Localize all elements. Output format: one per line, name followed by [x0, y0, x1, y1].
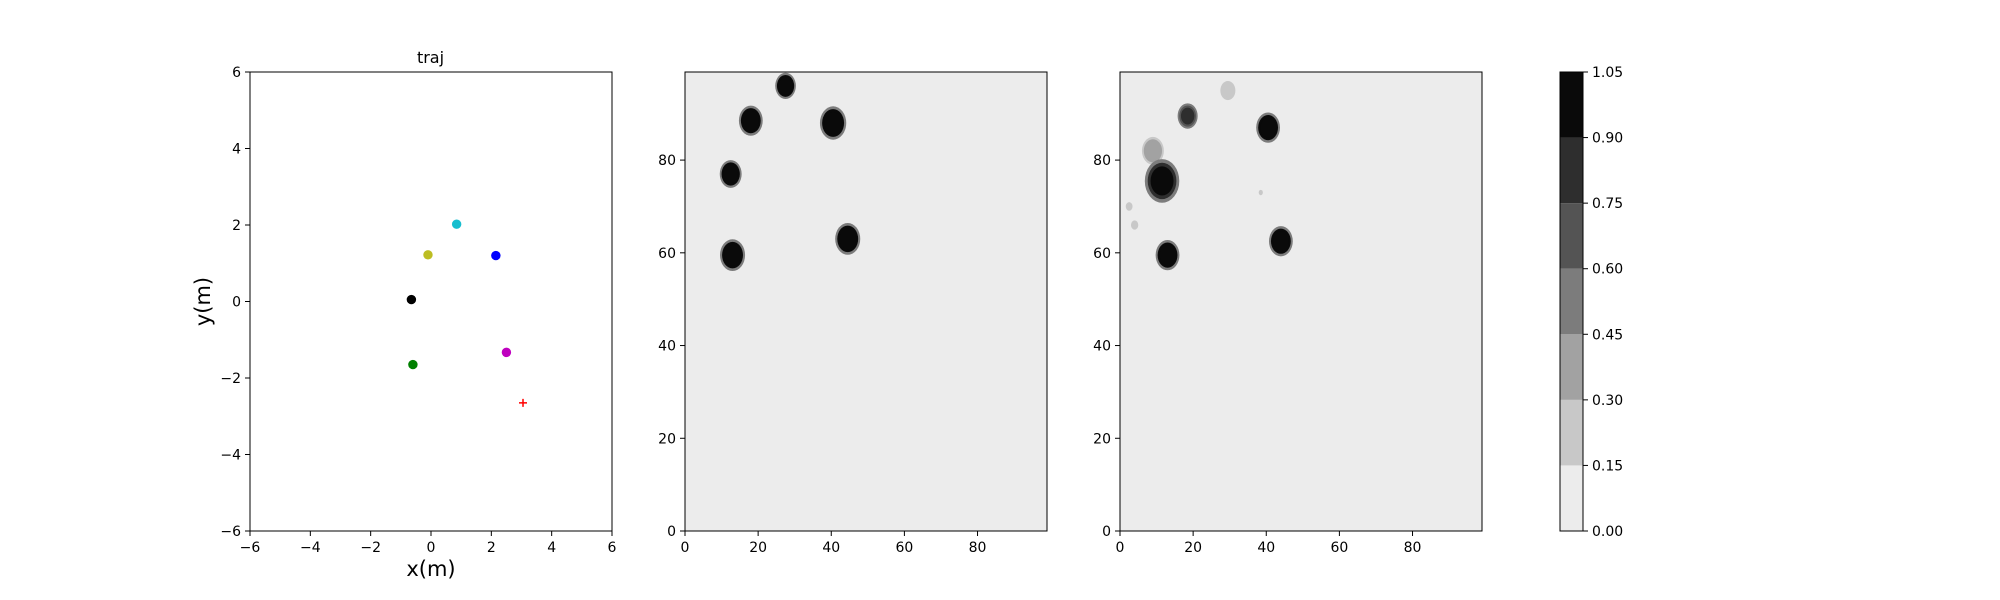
map-background	[685, 72, 1047, 531]
estimate-blob	[1256, 112, 1281, 143]
map-ytick-label: 0	[667, 524, 676, 540]
estimate-ytick-label: 80	[1093, 153, 1111, 169]
traj-point	[501, 347, 512, 358]
estimate-blob	[1258, 189, 1263, 196]
traj-ytick-label: −2	[220, 371, 241, 387]
traj-xtick-label: −2	[360, 540, 381, 556]
map-blob	[738, 105, 763, 136]
map-blob	[775, 72, 796, 100]
traj-title: traj	[417, 48, 444, 67]
colorbar-bands	[1560, 72, 1583, 531]
map-frame	[684, 71, 1048, 532]
map-blob	[719, 160, 742, 188]
estimate-xtick-label: 80	[1404, 540, 1422, 556]
colorbar-tick-label: 0.00	[1592, 524, 1623, 540]
traj-point	[451, 219, 462, 229]
traj-point	[423, 250, 433, 260]
estimate-blob	[1177, 103, 1198, 129]
traj-xtick-label: 6	[608, 540, 617, 556]
estimate-panel: 0 20 40 60 80 0 20 40 60 80	[1093, 71, 1483, 556]
colorbar-frame	[1559, 71, 1584, 532]
traj-ytick-label: 6	[232, 65, 241, 81]
traj-ytick-label: 4	[232, 142, 241, 158]
traj-panel: traj −6 −4 −2 0 2 4 6 −6 −4 −2 0 2 4 6 x(m) y(m)	[191, 48, 617, 581]
colorbar-band	[1560, 72, 1583, 138]
estimate-background	[1120, 72, 1482, 531]
map-blob	[719, 239, 746, 272]
estimate-blob	[1155, 240, 1180, 271]
map-xtick-label: 60	[895, 540, 913, 556]
map-blob	[835, 223, 861, 255]
estimate-blob	[1141, 136, 1164, 165]
map-xtick-label: 20	[749, 540, 767, 556]
map-blob	[819, 106, 847, 140]
traj-xtick-label: 4	[547, 540, 556, 556]
colorbar-tick-label: 1.05	[1592, 65, 1623, 81]
colorbar: 0.00 0.15 0.30 0.45 0.60 0.75 0.90 1.05	[1559, 65, 1623, 540]
traj-points	[406, 219, 528, 407]
traj-xtick-label: −4	[300, 540, 321, 556]
map-blobs	[719, 72, 861, 272]
map-xtick-label: 40	[822, 540, 840, 556]
colorbar-band	[1560, 334, 1583, 400]
estimate-yticks: 0 20 40 60 80	[1093, 153, 1120, 540]
traj-point	[408, 359, 418, 370]
traj-xticks: −6 −4 −2 0 2 4 6	[240, 531, 617, 556]
traj-goal-marker	[519, 398, 528, 407]
estimate-frame	[1119, 71, 1483, 532]
traj-xlabel: x(m)	[406, 557, 455, 581]
colorbar-band	[1560, 465, 1583, 531]
estimate-blob	[1268, 226, 1293, 257]
map-ytick-label: 80	[658, 153, 676, 169]
estimate-xticks: 0 20 40 60 80	[1116, 531, 1422, 556]
map-xtick-label: 80	[969, 540, 987, 556]
traj-ylabel: y(m)	[191, 277, 215, 326]
map-yticks: 0 20 40 60 80	[658, 153, 685, 540]
estimate-blobs	[1125, 81, 1293, 271]
map-ytick-label: 60	[658, 246, 676, 262]
estimate-ytick-label: 20	[1093, 431, 1111, 447]
colorbar-tick-label: 0.90	[1592, 131, 1623, 147]
colorbar-tick-label: 0.60	[1592, 262, 1623, 278]
estimate-blob	[1144, 159, 1180, 203]
estimate-blob	[1125, 202, 1133, 211]
traj-yticks: −6 −4 −2 0 2 4 6	[220, 65, 250, 540]
colorbar-band	[1560, 399, 1583, 466]
colorbar-tick-label: 0.45	[1592, 327, 1623, 343]
colorbar-band	[1560, 203, 1583, 269]
estimate-ytick-label: 40	[1093, 339, 1111, 355]
map-ytick-label: 40	[658, 339, 676, 355]
traj-frame	[249, 71, 613, 532]
colorbar-band	[1560, 137, 1583, 204]
colorbar-ticks: 0.00 0.15 0.30 0.45 0.60 0.75 0.90 1.05	[1583, 65, 1623, 540]
map-ytick-label: 20	[658, 431, 676, 447]
estimate-ytick-label: 0	[1102, 524, 1111, 540]
estimate-blob	[1130, 220, 1139, 230]
estimate-xtick-label: 40	[1257, 540, 1275, 556]
traj-point	[491, 250, 501, 261]
traj-point	[406, 294, 417, 305]
map-xticks: 0 20 40 60 80	[681, 531, 987, 556]
traj-xtick-label: −6	[240, 540, 261, 556]
traj-ytick-label: 2	[232, 218, 241, 234]
traj-xtick-label: 0	[427, 540, 436, 556]
estimate-xtick-label: 20	[1184, 540, 1202, 556]
estimate-xtick-label: 0	[1116, 540, 1125, 556]
traj-ytick-label: 0	[232, 295, 241, 311]
map-panel: 0 20 40 60 80 0 20 40 60 80	[658, 71, 1048, 556]
estimate-ytick-label: 60	[1093, 246, 1111, 262]
colorbar-tick-label: 0.15	[1592, 458, 1623, 474]
traj-xtick-label: 2	[487, 540, 496, 556]
colorbar-band	[1560, 268, 1583, 335]
traj-ytick-label: −6	[220, 524, 241, 540]
estimate-blob	[1220, 81, 1236, 101]
colorbar-tick-label: 0.30	[1592, 393, 1623, 409]
estimate-xtick-label: 60	[1330, 540, 1348, 556]
colorbar-tick-label: 0.75	[1592, 196, 1623, 212]
map-xtick-label: 0	[681, 540, 690, 556]
traj-ytick-label: −4	[220, 448, 241, 464]
